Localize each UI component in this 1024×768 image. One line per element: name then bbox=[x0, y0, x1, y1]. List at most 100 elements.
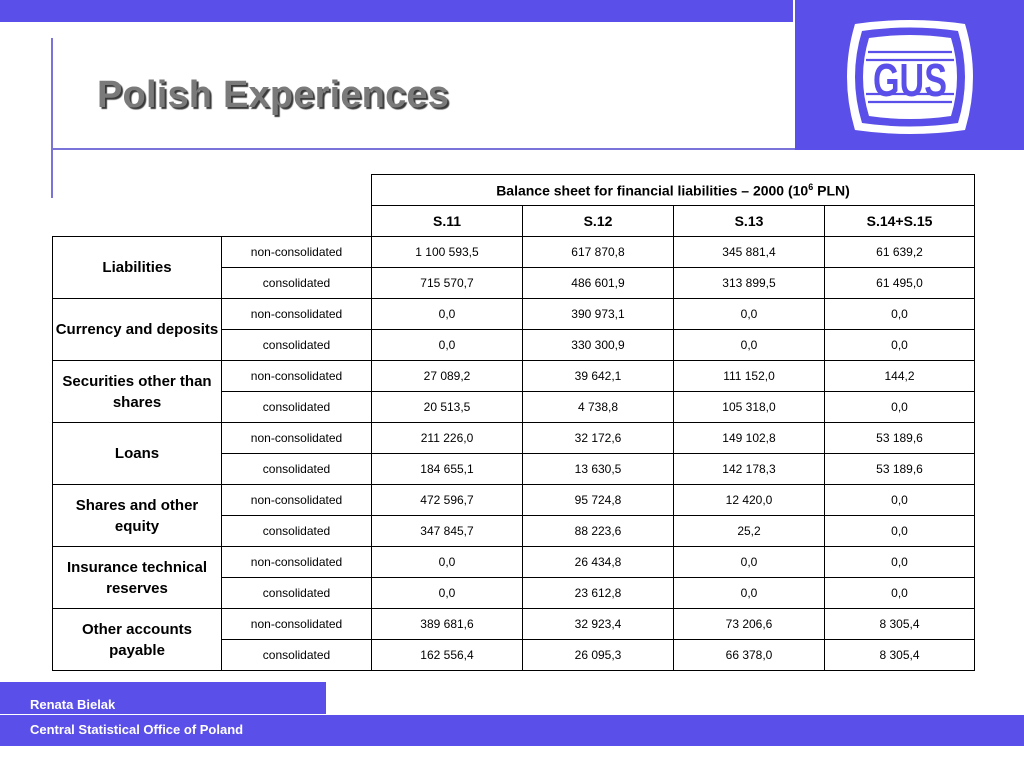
value-cell: 61 495,0 bbox=[824, 267, 975, 299]
value-cell: 144,2 bbox=[824, 360, 975, 392]
table-row: consolidated 0,0 330 300,9 0,0 0,0 bbox=[53, 329, 975, 361]
vertical-rule bbox=[51, 38, 53, 198]
consolidation-type: consolidated bbox=[221, 515, 372, 547]
table-row: consolidated 162 556,4 26 095,3 66 378,0 8 3… bbox=[53, 639, 975, 671]
value-cell: 149 102,8 bbox=[673, 422, 825, 454]
value-cell: 88 223,6 bbox=[522, 515, 674, 547]
row-category: Currency and deposits bbox=[52, 298, 222, 361]
value-cell: 0,0 bbox=[824, 391, 975, 423]
table-row: Liabilities non-consolidated 1 100 593,5 61… bbox=[52, 236, 975, 299]
consolidation-type: non-consolidated bbox=[221, 422, 372, 454]
value-cell: 0,0 bbox=[824, 298, 975, 330]
value-cell: 23 612,8 bbox=[522, 577, 674, 609]
consolidation-type: consolidated bbox=[221, 267, 372, 299]
value-cell: 0,0 bbox=[371, 298, 523, 330]
table-row: consolidated 715 570,7 486 601,9 313 899,5 6… bbox=[53, 267, 975, 299]
consolidation-type: non-consolidated bbox=[221, 546, 372, 578]
row-category: Other accounts payable bbox=[52, 608, 222, 671]
value-cell: 20 513,5 bbox=[371, 391, 523, 423]
value-cell: 27 089,2 bbox=[371, 360, 523, 392]
value-cell: 0,0 bbox=[371, 577, 523, 609]
footer-org-bar bbox=[0, 715, 1024, 746]
value-cell: 61 639,2 bbox=[824, 236, 975, 268]
table-row: Securities other than shares non-consolid… bbox=[52, 360, 975, 423]
value-cell: 4 738,8 bbox=[522, 391, 674, 423]
value-cell: 95 724,8 bbox=[522, 484, 674, 516]
logo-divider bbox=[793, 0, 795, 150]
value-cell: 73 206,6 bbox=[673, 608, 825, 640]
consolidation-type: consolidated bbox=[221, 639, 372, 671]
value-cell: 66 378,0 bbox=[673, 639, 825, 671]
value-cell: 345 881,4 bbox=[673, 236, 825, 268]
consolidation-type: non-consolidated bbox=[221, 484, 372, 516]
value-cell: 13 630,5 bbox=[522, 453, 674, 485]
value-cell: 111 152,0 bbox=[673, 360, 825, 392]
value-cell: 142 178,3 bbox=[673, 453, 825, 485]
value-cell: 39 642,1 bbox=[522, 360, 674, 392]
value-cell: 162 556,4 bbox=[371, 639, 523, 671]
footer-organization: Central Statistical Office of Poland bbox=[30, 722, 244, 737]
value-cell: 8 305,4 bbox=[824, 608, 975, 640]
value-cell: 0,0 bbox=[673, 577, 825, 609]
table-row: Loans non-consolidated 211 226,0 32 172,6 14… bbox=[52, 422, 975, 485]
column-header: S.14+S.15 bbox=[824, 205, 975, 237]
value-cell: 0,0 bbox=[673, 298, 825, 330]
consolidation-type: consolidated bbox=[221, 577, 372, 609]
value-cell: 0,0 bbox=[371, 329, 523, 361]
value-cell: 390 973,1 bbox=[522, 298, 674, 330]
column-header: S.11 bbox=[371, 205, 523, 237]
value-cell: 8 305,4 bbox=[824, 639, 975, 671]
table-caption-row: Balance sheet for financial liabilities … bbox=[53, 174, 975, 206]
row-category: Liabilities bbox=[52, 236, 222, 299]
table-row: Currency and deposits non-consolidated 0,0… bbox=[52, 298, 975, 361]
row-category: Insurance technical reserves bbox=[52, 546, 222, 609]
column-header: S.12 bbox=[522, 205, 674, 237]
value-cell: 32 172,6 bbox=[522, 422, 674, 454]
value-cell: 389 681,6 bbox=[371, 608, 523, 640]
table-row: Shares and other equity non-consolidated 4… bbox=[52, 484, 975, 547]
table-caption: Balance sheet for financial liabilities … bbox=[371, 174, 975, 206]
balance-sheet-table: Balance sheet for financial liabilities … bbox=[52, 174, 975, 671]
value-cell: 25,2 bbox=[673, 515, 825, 547]
consolidation-type: non-consolidated bbox=[221, 608, 372, 640]
consolidation-type: non-consolidated bbox=[221, 360, 372, 392]
consolidation-type: consolidated bbox=[221, 391, 372, 423]
table-row: Insurance technical reserves non-consolid… bbox=[52, 546, 975, 609]
value-cell: 0,0 bbox=[824, 546, 975, 578]
value-cell: 472 596,7 bbox=[371, 484, 523, 516]
value-cell: 715 570,7 bbox=[371, 267, 523, 299]
value-cell: 26 095,3 bbox=[522, 639, 674, 671]
value-cell: 53 189,6 bbox=[824, 422, 975, 454]
value-cell: 1 100 593,5 bbox=[371, 236, 523, 268]
footer-author-bar bbox=[0, 682, 326, 714]
value-cell: 26 434,8 bbox=[522, 546, 674, 578]
value-cell: 12 420,0 bbox=[673, 484, 825, 516]
row-category: Securities other than shares bbox=[52, 360, 222, 423]
value-cell: 211 226,0 bbox=[371, 422, 523, 454]
consolidation-type: non-consolidated bbox=[221, 298, 372, 330]
value-cell: 313 899,5 bbox=[673, 267, 825, 299]
value-cell: 0,0 bbox=[824, 329, 975, 361]
consolidation-type: consolidated bbox=[221, 329, 372, 361]
value-cell: 617 870,8 bbox=[522, 236, 674, 268]
value-cell: 0,0 bbox=[824, 515, 975, 547]
value-cell: 53 189,6 bbox=[824, 453, 975, 485]
value-cell: 0,0 bbox=[824, 484, 975, 516]
value-cell: 0,0 bbox=[824, 577, 975, 609]
column-header-row: S.11 S.12 S.13 S.14+S.15 bbox=[53, 205, 975, 237]
logo-text: GUS bbox=[873, 54, 947, 106]
value-cell: 486 601,9 bbox=[522, 267, 674, 299]
value-cell: 184 655,1 bbox=[371, 453, 523, 485]
row-category: Loans bbox=[52, 422, 222, 485]
footer-author: Renata Bielak bbox=[30, 697, 116, 712]
row-category: Shares and other equity bbox=[52, 484, 222, 547]
table-row: consolidated 20 513,5 4 738,8 105 318,0 0,0 bbox=[53, 391, 975, 423]
value-cell: 0,0 bbox=[673, 329, 825, 361]
column-header: S.13 bbox=[673, 205, 825, 237]
consolidation-type: consolidated bbox=[221, 453, 372, 485]
value-cell: 32 923,4 bbox=[522, 608, 674, 640]
horizontal-rule bbox=[53, 148, 795, 150]
table-row: Other accounts payable non-consolidated 38… bbox=[52, 608, 975, 671]
table-row: consolidated 184 655,1 13 630,5 142 178,3 53… bbox=[53, 453, 975, 485]
value-cell: 105 318,0 bbox=[673, 391, 825, 423]
